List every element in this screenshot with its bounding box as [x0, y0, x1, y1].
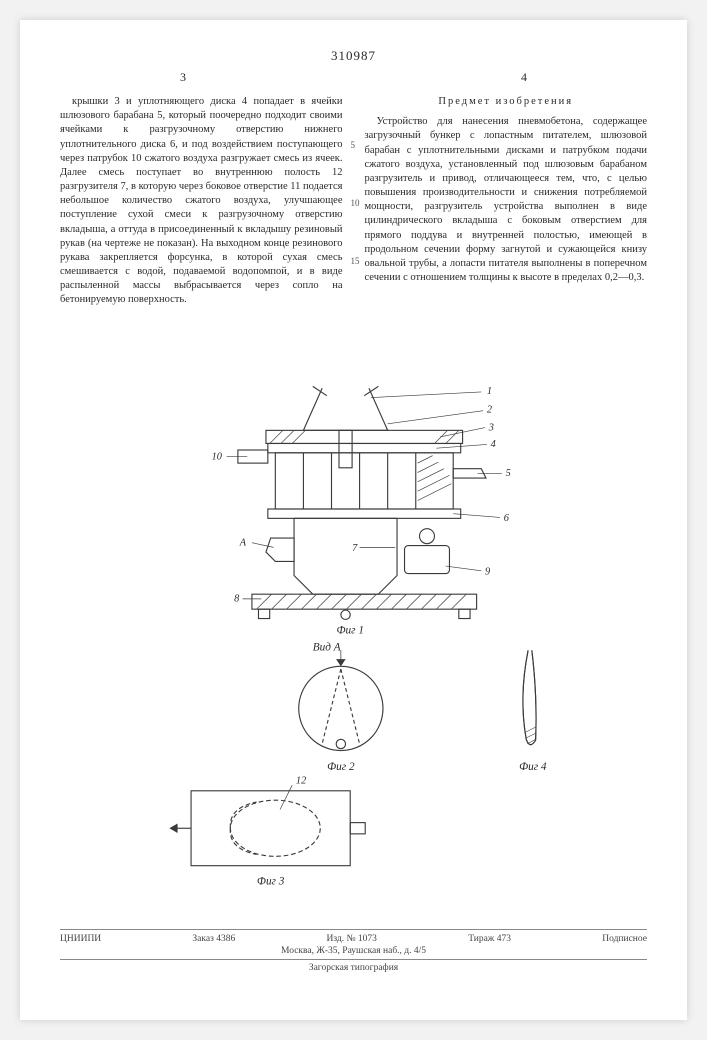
footer-press: Загорская типография [60, 959, 647, 973]
footer-izd: Изд. № 1073 [326, 934, 376, 944]
fig2-drawing [299, 650, 383, 750]
callout-5: 5 [506, 468, 511, 479]
right-column: 5 10 15 Предмет изобретения Устройство д… [365, 95, 648, 345]
footer-address: Москва, Ж-35, Раушская наб., д. 4/5 [60, 946, 647, 956]
fig1-label: Фиг 1 [337, 625, 364, 637]
footer-sub: Подписное [602, 934, 647, 944]
fig1-drawing [227, 386, 502, 619]
left-column: крышки 3 и уплотняющего диска 4 попадает… [60, 95, 343, 345]
col-num-left: 3 [180, 70, 186, 85]
line-marker-10: 10 [351, 197, 360, 209]
text-columns: крышки 3 и уплотняющего диска 4 попадает… [60, 95, 647, 345]
footer-tirazh: Тираж 473 [468, 934, 511, 944]
callout-9: 9 [485, 567, 490, 578]
callout-2: 2 [487, 405, 492, 416]
figures-area: 1 2 3 4 5 6 7 8 9 10 А Фиг 1 Вид А [60, 361, 647, 921]
callout-7: 7 [352, 543, 358, 554]
callout-6: 6 [504, 513, 510, 524]
footer-order: Заказ 4386 [192, 934, 235, 944]
left-paragraph-1: крышки 3 и уплотняющего диска 4 попадает… [60, 95, 343, 308]
callout-4: 4 [491, 439, 496, 450]
callout-8: 8 [234, 594, 240, 605]
callout-10: 10 [212, 451, 223, 462]
callout-A: А [239, 538, 247, 549]
view-a-label: Вид А [313, 641, 341, 653]
fig4-label: Фиг 4 [519, 761, 547, 773]
line-marker-15: 15 [351, 255, 360, 267]
callout-3: 3 [488, 422, 494, 433]
claims-heading: Предмет изобретения [365, 95, 648, 109]
document-number: 310987 [60, 48, 647, 64]
fig3-drawing [170, 785, 365, 866]
patent-page: 310987 3 4 крышки 3 и уплотняющего диска… [20, 20, 687, 1020]
right-paragraph-1: Устройство для нанесения пневмобетона, с… [365, 115, 648, 285]
fig4-drawing [523, 650, 537, 744]
fig3-callout-12: 12 [296, 775, 306, 786]
fig2-label: Фиг 2 [327, 761, 355, 773]
line-marker-5: 5 [351, 139, 356, 151]
figures-svg: 1 2 3 4 5 6 7 8 9 10 А Фиг 1 Вид А [60, 361, 647, 921]
col-num-right: 4 [521, 70, 527, 85]
footer-row-1: ЦНИИПИ Заказ 4386 Изд. № 1073 Тираж 473 … [60, 929, 647, 944]
fig3-label: Фиг 3 [257, 875, 285, 887]
callout-1: 1 [487, 386, 492, 397]
column-page-numbers: 3 4 [60, 70, 647, 85]
footer-org: ЦНИИПИ [60, 934, 101, 944]
